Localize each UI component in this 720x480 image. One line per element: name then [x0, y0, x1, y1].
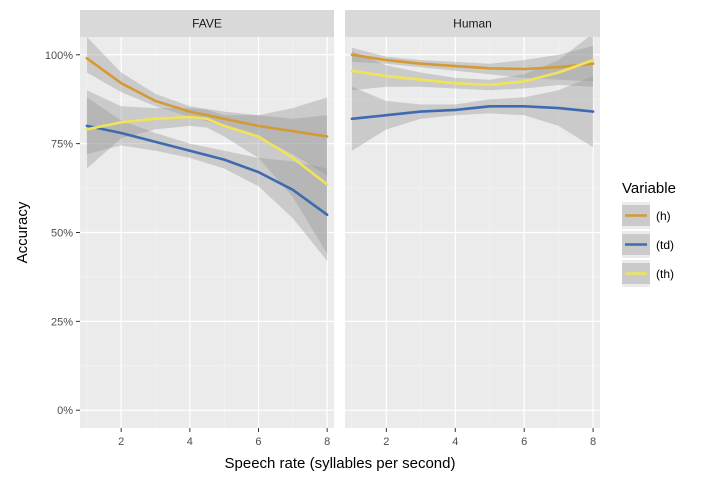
series-line-th [85, 115, 329, 186]
strip-background [345, 10, 600, 37]
series-line-h [350, 53, 595, 71]
legend-item-td: (td) [622, 231, 674, 258]
series-group [85, 37, 329, 261]
series-line-th [350, 58, 595, 87]
series-line-td [350, 105, 595, 121]
panel-human: Human 2 4 6 8 [345, 10, 600, 448]
y-tick-label: 50% [51, 228, 73, 240]
legend-label: (th) [656, 267, 674, 281]
x-tick-label: 2 [383, 436, 389, 448]
y-tick-label: 75% [51, 139, 73, 151]
y-tick-label: 0% [57, 405, 73, 417]
x-axis-title: Speech rate (syllables per second) [225, 455, 456, 472]
panel-fave: FAVE 2 4 6 8 0% 25% 50% 75% 100% [45, 10, 334, 448]
legend-item-th: (th) [622, 260, 674, 287]
legend-title: Variable [622, 180, 676, 197]
y-axis-title: Accuracy [14, 201, 31, 263]
y-tick-label: 25% [51, 316, 73, 328]
legend: Variable (h) (td) (th) [622, 180, 676, 287]
strip-label: Human [453, 17, 492, 31]
x-tick-label: 4 [452, 436, 458, 448]
x-tick-label: 2 [118, 436, 124, 448]
confidence-band-td [351, 76, 594, 151]
confidence-band-th [351, 37, 594, 91]
strip-label: FAVE [192, 17, 222, 31]
legend-item-h: (h) [622, 202, 671, 229]
x-tick-label: 4 [187, 436, 193, 448]
x-tick-label: 8 [324, 436, 330, 448]
legend-label: (td) [656, 238, 674, 252]
confidence-band-h [351, 45, 594, 82]
series-line-td [85, 124, 329, 216]
confidence-band-td [86, 97, 328, 261]
confidence-band-th [86, 90, 328, 254]
x-tick-label: 8 [590, 436, 596, 448]
y-tick-label: 100% [45, 50, 73, 62]
x-tick-label: 6 [521, 436, 527, 448]
legend-label: (h) [656, 209, 671, 223]
series-line-h [85, 57, 329, 138]
x-tick-label: 6 [255, 436, 261, 448]
strip-background [80, 10, 334, 37]
series-group [350, 37, 595, 151]
